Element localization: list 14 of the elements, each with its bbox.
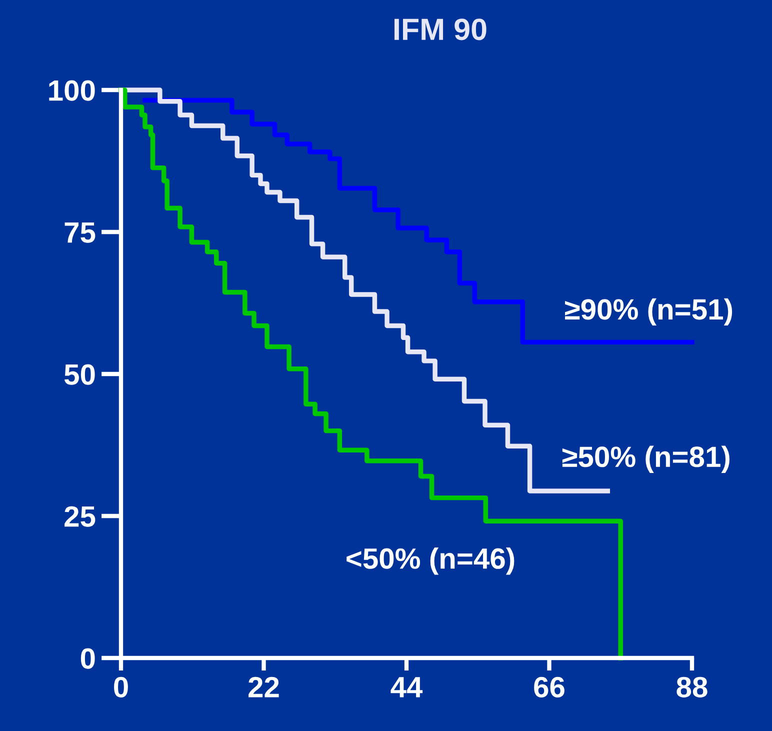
y-tick-label: 50: [64, 364, 95, 385]
y-tick-label: 100: [49, 80, 95, 101]
x-tick-label: 88: [676, 676, 708, 698]
y-tick-label: 25: [64, 506, 96, 527]
x-tick-label: 44: [390, 677, 423, 698]
x-tick-label: 0: [114, 676, 128, 698]
series-label: ≥50% (n=81): [562, 446, 730, 473]
x-tick-label: 66: [534, 676, 564, 698]
y-tick-label: 0: [80, 648, 95, 669]
y-tick-label: 75: [64, 222, 96, 243]
series-label: ≥90% (n=51): [565, 298, 732, 326]
series-label: <50% (n=46): [346, 548, 514, 575]
chart-title: IFM 90: [394, 18, 486, 40]
x-tick-label: 22: [248, 676, 279, 698]
